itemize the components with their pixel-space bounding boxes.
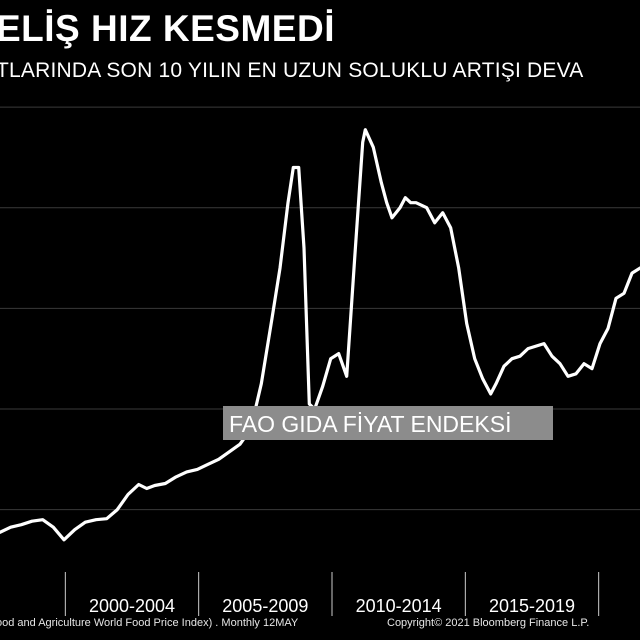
x-tick-labels: 2000-2004 2005-2009 2010-2014 2015-2019 (89, 596, 575, 616)
chart-title: ELİŞ HIZ KESMEDİ (0, 8, 335, 49)
x-tick-label-2: 2010-2014 (356, 596, 442, 616)
series-line (0, 128, 640, 542)
series-label-box (223, 406, 553, 440)
series-layer (0, 128, 640, 542)
series-label: FAO GIDA FİYAT ENDEKSİ (229, 411, 511, 437)
x-tick-label-0: 2000-2004 (89, 596, 175, 616)
chart-subtitle: TLARINDA SON 10 YILIN EN UZUN SOLUKLU AR… (0, 59, 584, 82)
x-tick-label-3: 2015-2019 (489, 596, 575, 616)
axis-separators (64, 572, 600, 616)
series-label-group: FAO GIDA FİYAT ENDEKSİ (223, 406, 553, 440)
copyright-note: Copyright© 2021 Bloomberg Finance L.P. (387, 617, 590, 629)
source-note: ood and Agriculture World Food Price Ind… (0, 617, 299, 629)
gridlines (0, 106, 640, 511)
x-tick-label-1: 2005-2009 (222, 596, 308, 616)
